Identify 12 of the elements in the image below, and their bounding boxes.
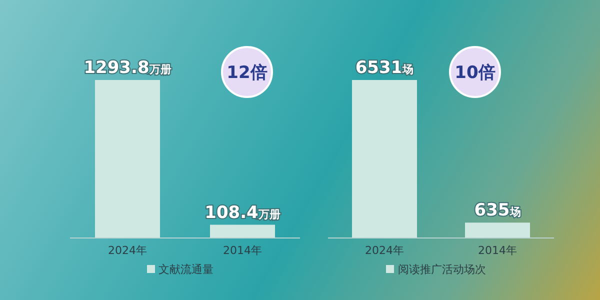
x-tick-label: 2024年 (108, 244, 147, 257)
data-label: 1293.8万册 (84, 58, 172, 78)
x-tick-label: 2014年 (223, 244, 262, 257)
data-label: 6531场 (355, 58, 414, 78)
data-label: 108.4万册 (204, 202, 280, 223)
legend-label: 阅读推广活动场次 (398, 263, 486, 276)
annotation: 10倍 (449, 46, 501, 98)
x-tick-label: 2024年 (365, 244, 404, 257)
legend-label: 文献流通量 (158, 263, 214, 276)
x-tick-label: 2014年 (478, 244, 517, 257)
data-label: 635场 (474, 200, 521, 221)
annotation: 12倍 (221, 46, 273, 98)
